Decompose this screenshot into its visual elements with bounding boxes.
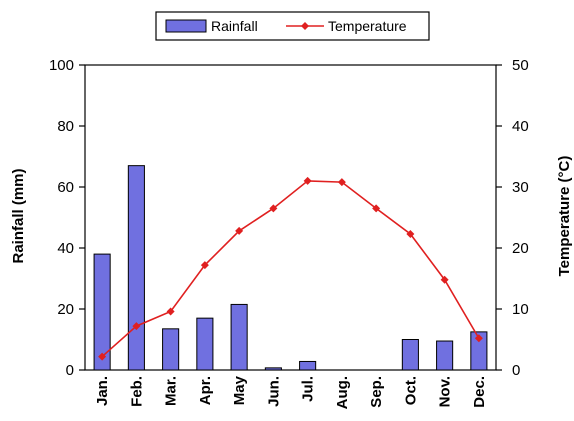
right-tick-label: 50: [512, 57, 529, 74]
temperature-point: [337, 178, 346, 187]
temperature-series-line: [101, 180, 480, 358]
category-label: May: [231, 375, 248, 405]
temperature-point: [474, 334, 483, 343]
temperature-point: [132, 322, 141, 331]
right-tick-label: 40: [512, 118, 529, 135]
right-tick-label: 20: [512, 240, 529, 257]
legend: Rainfall Temperature: [155, 11, 430, 41]
left-tick-label: 80: [57, 118, 74, 135]
rainfall-bar: [470, 331, 488, 371]
temperature-point: [235, 226, 244, 235]
right-tick-label: 0: [512, 362, 520, 379]
rainfall-bar: [196, 317, 214, 371]
right-axis: 0 10 20 30 40 50: [496, 57, 529, 379]
left-tick-label: 100: [49, 57, 74, 74]
legend-temperature-label: Temperature: [328, 18, 407, 34]
rainfall-bar: [93, 253, 111, 371]
category-axis: Jan. Feb. Mar. Apr. May Jun. Jul. Aug. Sep. Oct. N…: [94, 375, 488, 409]
legend-temperature-marker: [301, 22, 309, 30]
category-label: Jul.: [300, 376, 317, 402]
left-tick-label: 60: [57, 179, 74, 196]
rainfall-bar: [299, 360, 317, 371]
category-label: Mar.: [163, 376, 180, 406]
rainfall-bar: [401, 339, 419, 371]
left-axis-title: Rainfall (mm): [10, 168, 27, 263]
category-label: Apr.: [197, 376, 214, 405]
category-label: Jun.: [265, 376, 282, 407]
temperature-point: [372, 204, 381, 213]
rainfall-bar: [162, 328, 180, 371]
category-label: Nov.: [437, 376, 454, 407]
temperature-point: [440, 275, 449, 284]
temperature-line: [98, 176, 483, 361]
right-axis-title: Temperature (°C): [556, 156, 573, 277]
temperature-point: [303, 176, 312, 185]
plot-area: [84, 64, 497, 371]
rainfall-bar: [127, 165, 145, 371]
rainfall-bar: [264, 367, 282, 371]
left-tick-label: 20: [57, 301, 74, 318]
legend-rainfall-label: Rainfall: [211, 18, 258, 34]
left-tick-label: 0: [66, 362, 74, 379]
category-label: Sep.: [368, 376, 385, 408]
left-axis: 0 20 40 60 80 100: [49, 57, 85, 379]
temperature-point: [269, 204, 278, 213]
temperature-point: [406, 229, 415, 238]
category-label: Dec.: [471, 376, 488, 408]
right-tick-label: 10: [512, 301, 529, 318]
right-tick-label: 30: [512, 179, 529, 196]
category-label: Aug.: [334, 376, 351, 409]
category-label: Feb.: [128, 376, 145, 407]
rainfall-bars: [93, 165, 488, 371]
rainfall-bar: [436, 340, 454, 371]
category-label: Oct.: [402, 376, 419, 405]
legend-rainfall-swatch: [165, 19, 207, 33]
category-label: Jan.: [94, 376, 111, 406]
temperature-point: [98, 352, 107, 361]
left-tick-label: 40: [57, 240, 74, 257]
rainfall-bar: [230, 303, 248, 371]
temperature-point: [166, 307, 175, 316]
temperature-point: [200, 261, 209, 270]
